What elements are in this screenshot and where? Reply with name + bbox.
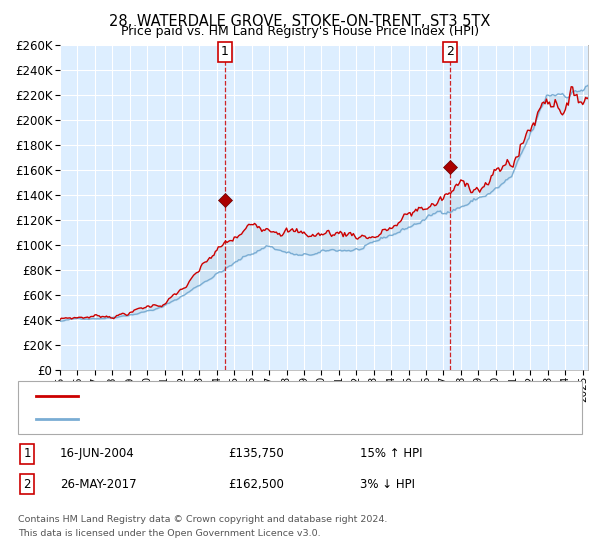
Text: Price paid vs. HM Land Registry's House Price Index (HPI): Price paid vs. HM Land Registry's House …	[121, 25, 479, 38]
Text: 2: 2	[23, 478, 31, 491]
Text: 28, WATERDALE GROVE, STOKE-ON-TRENT, ST3 5TX: 28, WATERDALE GROVE, STOKE-ON-TRENT, ST3…	[109, 14, 491, 29]
Text: 3% ↓ HPI: 3% ↓ HPI	[360, 478, 415, 491]
Text: £162,500: £162,500	[228, 478, 284, 491]
Text: 1: 1	[221, 45, 229, 58]
Text: £135,750: £135,750	[228, 447, 284, 460]
Text: Contains HM Land Registry data © Crown copyright and database right 2024.: Contains HM Land Registry data © Crown c…	[18, 515, 388, 525]
Text: 16-JUN-2004: 16-JUN-2004	[60, 447, 135, 460]
Text: 1: 1	[23, 447, 31, 460]
Text: 28, WATERDALE GROVE, STOKE-ON-TRENT, ST3 5TX (detached house): 28, WATERDALE GROVE, STOKE-ON-TRENT, ST3…	[84, 391, 476, 401]
Text: 2: 2	[446, 45, 454, 58]
Text: HPI: Average price, detached house, Stoke-on-Trent: HPI: Average price, detached house, Stok…	[84, 414, 371, 424]
Text: 15% ↑ HPI: 15% ↑ HPI	[360, 447, 422, 460]
Text: 26-MAY-2017: 26-MAY-2017	[60, 478, 137, 491]
Text: This data is licensed under the Open Government Licence v3.0.: This data is licensed under the Open Gov…	[18, 530, 320, 539]
